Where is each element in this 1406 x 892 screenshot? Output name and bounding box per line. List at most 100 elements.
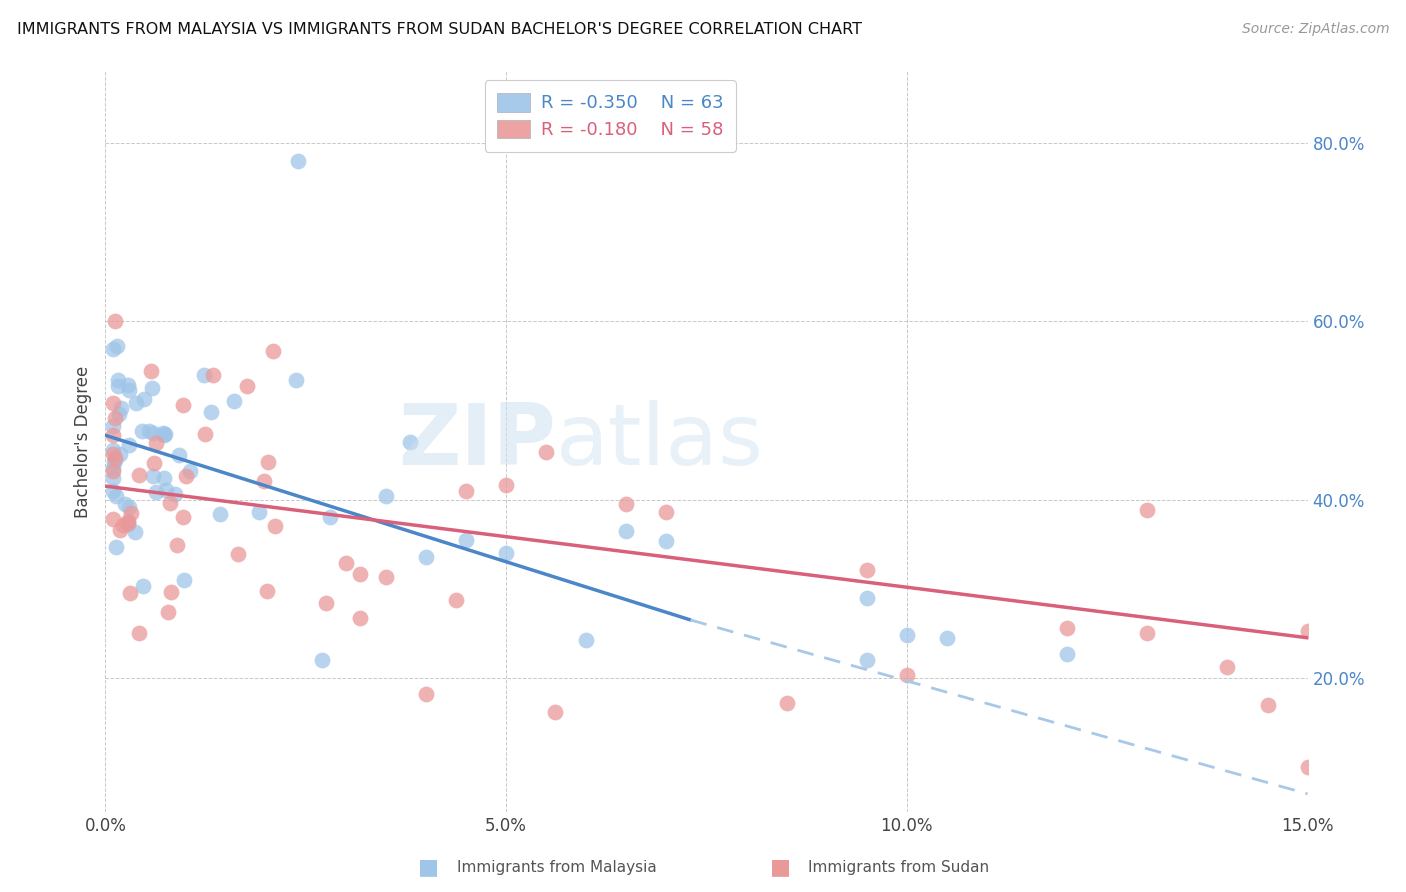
Point xyxy=(262,343,284,358)
Point xyxy=(128,625,150,640)
Point xyxy=(165,486,187,500)
Point xyxy=(1257,698,1279,712)
Point xyxy=(256,584,278,599)
Point xyxy=(103,460,125,475)
Text: ■: ■ xyxy=(419,857,439,877)
Point xyxy=(374,570,398,584)
Point xyxy=(172,398,194,412)
Text: Immigrants from Malaysia: Immigrants from Malaysia xyxy=(457,860,657,874)
Point xyxy=(117,514,139,528)
Point xyxy=(315,596,337,610)
Point xyxy=(153,471,176,485)
Point xyxy=(131,424,153,438)
Point xyxy=(145,484,167,499)
Text: atlas: atlas xyxy=(557,400,765,483)
Point xyxy=(124,395,146,409)
Point xyxy=(128,467,150,482)
Point xyxy=(194,427,217,442)
Point xyxy=(142,469,165,483)
Point xyxy=(103,447,125,461)
Text: ZIP: ZIP xyxy=(398,400,557,483)
Point xyxy=(208,507,231,521)
Point xyxy=(896,628,918,642)
Point xyxy=(616,524,638,538)
Point xyxy=(104,453,127,467)
Point xyxy=(495,478,517,492)
Point xyxy=(103,471,125,485)
Point xyxy=(616,497,638,511)
Point xyxy=(117,378,139,392)
Point xyxy=(1136,502,1159,516)
Point xyxy=(155,426,177,441)
Point xyxy=(226,547,249,561)
Point xyxy=(107,338,129,352)
Point xyxy=(936,631,959,645)
Point xyxy=(311,653,333,667)
Point xyxy=(415,550,437,565)
Point xyxy=(117,517,139,532)
Point xyxy=(446,593,468,607)
Point xyxy=(1296,760,1319,774)
Point xyxy=(1296,624,1319,638)
Point xyxy=(104,451,127,466)
Text: Immigrants from Sudan: Immigrants from Sudan xyxy=(808,860,990,874)
Point xyxy=(575,633,598,648)
Point xyxy=(200,405,222,419)
Point xyxy=(110,401,132,416)
Point xyxy=(655,533,678,548)
Point xyxy=(103,342,125,356)
Point xyxy=(224,394,246,409)
Point xyxy=(319,509,342,524)
Point xyxy=(104,314,127,328)
Point xyxy=(112,518,135,533)
Point xyxy=(173,573,195,587)
Point xyxy=(285,372,308,386)
Point xyxy=(235,379,257,393)
Point xyxy=(118,500,141,514)
Point xyxy=(152,426,174,441)
Point xyxy=(776,696,799,710)
Point xyxy=(1136,625,1159,640)
Point xyxy=(108,447,131,461)
Point xyxy=(153,427,176,442)
Point xyxy=(287,153,309,168)
Point xyxy=(103,464,125,478)
Point xyxy=(543,705,565,719)
Point xyxy=(103,483,125,498)
Point xyxy=(118,586,141,600)
Text: Source: ZipAtlas.com: Source: ZipAtlas.com xyxy=(1241,22,1389,37)
Point xyxy=(374,489,398,503)
Point xyxy=(134,392,156,407)
Point xyxy=(193,368,215,382)
Point xyxy=(454,484,477,499)
Point xyxy=(349,567,371,582)
Point xyxy=(114,497,136,511)
Point xyxy=(399,435,422,450)
Point xyxy=(1056,621,1078,635)
Point xyxy=(155,483,177,498)
Point xyxy=(1216,660,1239,674)
Point xyxy=(855,591,877,606)
Legend: R = -0.350    N = 63, R = -0.180    N = 58: R = -0.350 N = 63, R = -0.180 N = 58 xyxy=(485,80,735,152)
Point xyxy=(495,545,517,559)
Y-axis label: Bachelor's Degree: Bachelor's Degree xyxy=(75,366,93,517)
Point xyxy=(117,516,139,531)
Point xyxy=(454,533,477,548)
Point xyxy=(124,524,146,539)
Point xyxy=(103,455,125,469)
Point xyxy=(415,687,437,701)
Point xyxy=(131,579,153,593)
Point xyxy=(105,540,128,554)
Point xyxy=(156,605,179,619)
Text: ■: ■ xyxy=(770,857,790,877)
Point xyxy=(103,442,125,457)
Point xyxy=(534,444,557,458)
Point xyxy=(142,456,165,470)
Point xyxy=(655,505,678,519)
Point xyxy=(166,538,188,552)
Point xyxy=(107,407,129,421)
Point xyxy=(855,563,877,577)
Point xyxy=(160,585,183,599)
Point xyxy=(1056,648,1078,662)
Point xyxy=(247,504,270,518)
